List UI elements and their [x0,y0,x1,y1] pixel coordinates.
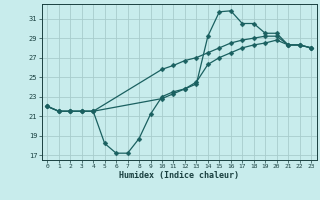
X-axis label: Humidex (Indice chaleur): Humidex (Indice chaleur) [119,171,239,180]
